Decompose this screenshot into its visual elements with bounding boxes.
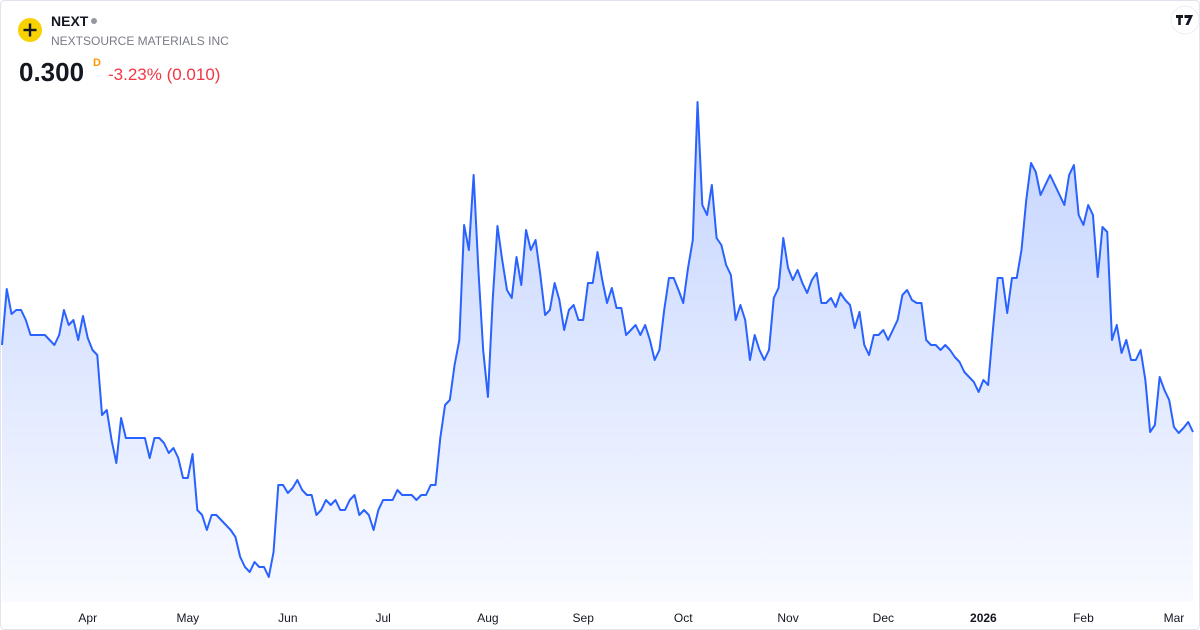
company-name: NEXTSOURCE MATERIALS INC (51, 34, 229, 48)
interval: D (93, 57, 101, 69)
change: -3.23% (0.010) (108, 65, 220, 84)
status-dot (91, 18, 97, 24)
plot (1, 101, 1194, 602)
symbol: NEXT (51, 13, 89, 29)
x-tick-label: Oct (674, 611, 693, 625)
x-tick-label: Jul (375, 611, 390, 625)
price-line (1, 101, 1194, 578)
logo-icon (18, 18, 42, 42)
x-tick-label: Aug (477, 611, 498, 625)
x-tick-label: Apr (78, 611, 97, 625)
x-tick-label: 2026 (970, 611, 997, 625)
x-tick-label: Feb (1073, 611, 1094, 625)
area-fill (2, 102, 1193, 602)
x-tick-label: Dec (873, 611, 894, 625)
x-tick-label: Mar (1164, 611, 1185, 625)
x-tick-label: Nov (777, 611, 798, 625)
x-tick-label: Jun (278, 611, 297, 625)
x-tick-label: Sep (573, 611, 595, 625)
price: 0.300 (19, 57, 84, 87)
x-tick-label: May (176, 611, 199, 625)
tv-logo[interactable] (1170, 5, 1200, 35)
